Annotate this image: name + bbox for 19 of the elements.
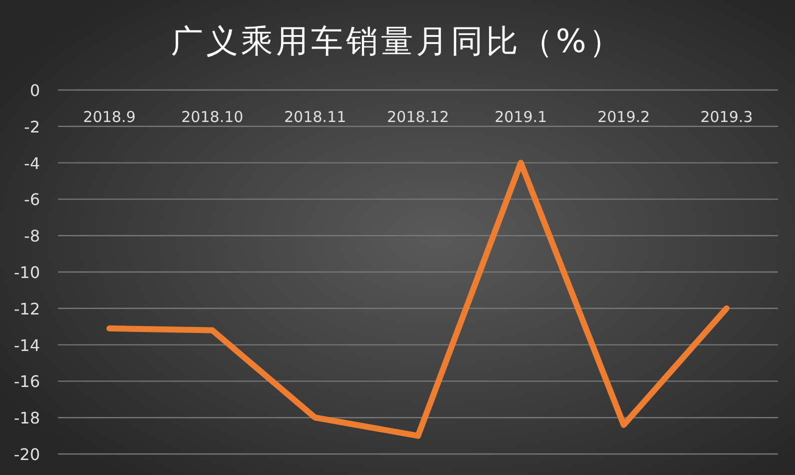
y-tick-label: -2 <box>24 117 40 136</box>
x-tick-label: 2018.12 <box>386 108 450 126</box>
y-tick-label: -4 <box>24 154 40 173</box>
y-tick-label: -12 <box>14 299 40 318</box>
chart-title: 广义乘用车销量月同比（%） <box>170 22 624 60</box>
y-tick-label: -6 <box>24 190 40 210</box>
x-tick-label: 2018.10 <box>181 108 244 126</box>
y-tick-label: -16 <box>14 372 40 392</box>
y-tick-label: -10 <box>14 263 40 282</box>
y-tick-label: 0 <box>30 81 40 100</box>
x-tick-label: 2019.1 <box>494 108 548 126</box>
y-tick-label: -18 <box>14 408 40 428</box>
x-tick-label: 2019.2 <box>597 108 650 126</box>
y-tick-label: -8 <box>24 226 40 246</box>
y-tick-label: -20 <box>14 445 40 464</box>
y-tick-label: -14 <box>14 336 40 355</box>
x-tick-label: 2019.3 <box>700 108 753 126</box>
x-tick-label: 2018.11 <box>284 108 346 126</box>
x-tick-label: 2018.9 <box>83 108 136 126</box>
